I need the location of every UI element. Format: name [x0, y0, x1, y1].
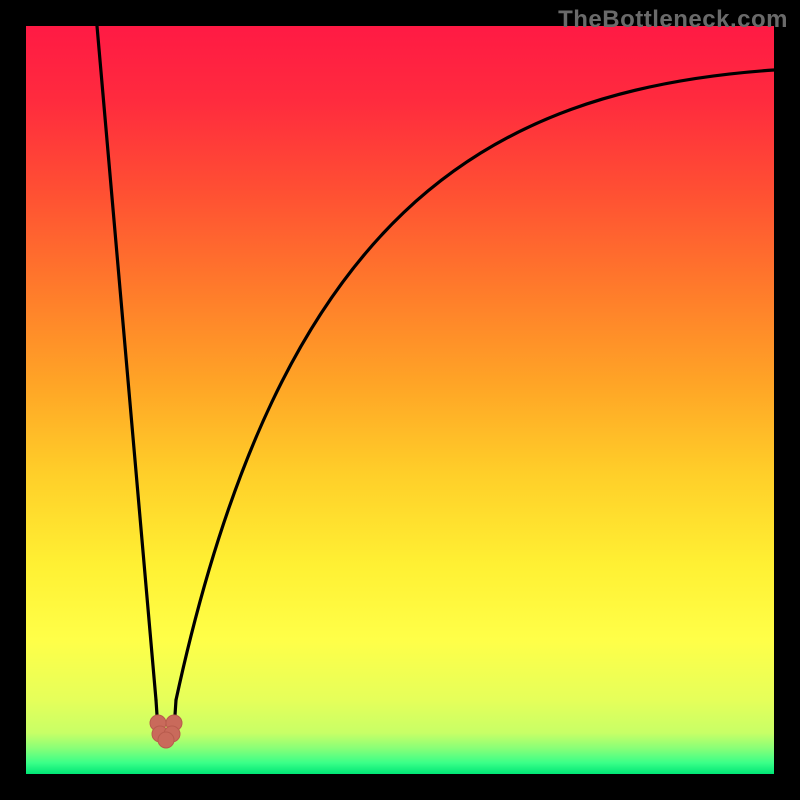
chart-background — [26, 26, 774, 774]
watermark-text: TheBottleneck.com — [558, 6, 788, 34]
chart-frame: TheBottleneck.com — [0, 0, 800, 800]
bottleneck-chart — [0, 0, 800, 800]
plot-group — [26, 26, 774, 774]
